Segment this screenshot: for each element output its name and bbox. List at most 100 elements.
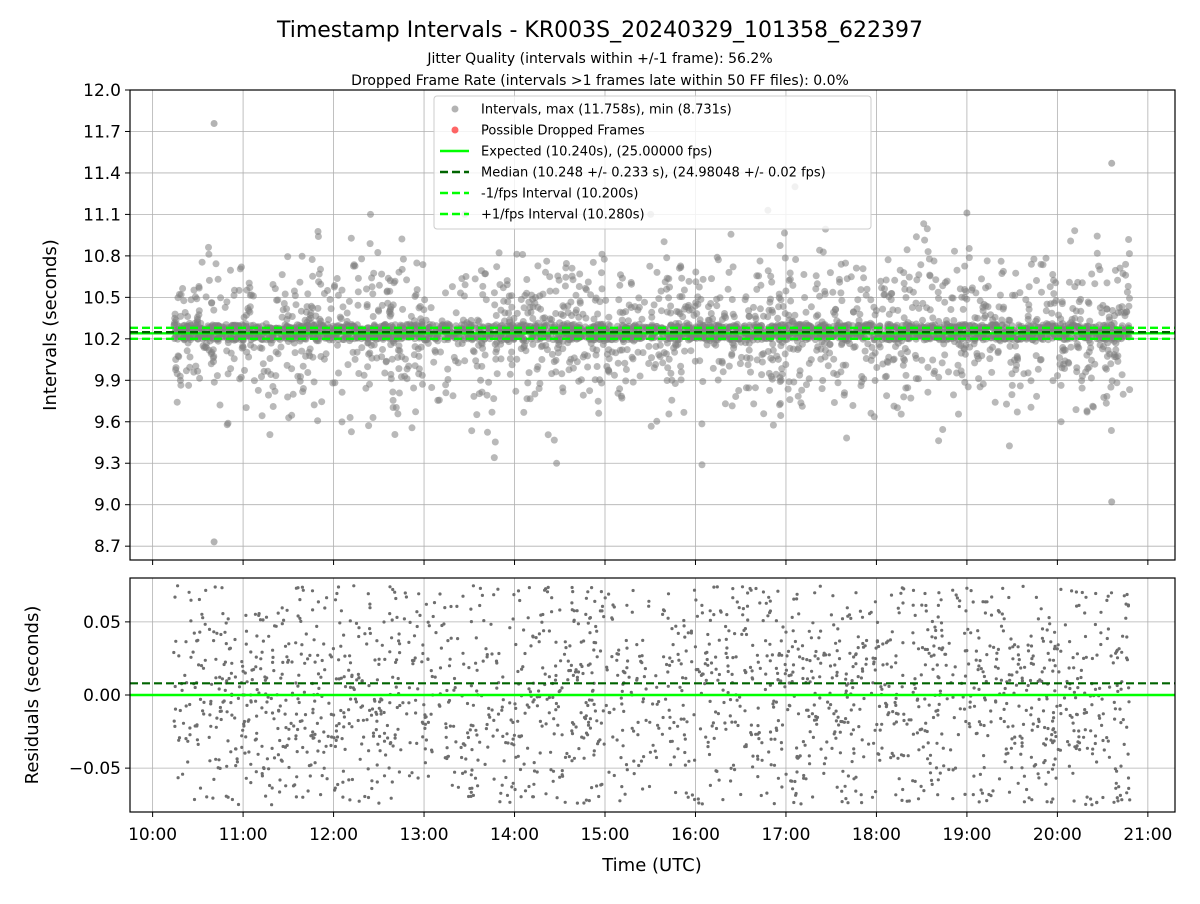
residual-point	[1107, 627, 1110, 630]
interval-point	[493, 263, 500, 270]
residual-point	[1124, 617, 1127, 620]
interval-point	[1033, 277, 1040, 284]
residual-point	[589, 717, 592, 720]
residual-point	[1017, 645, 1020, 648]
residual-point	[316, 749, 319, 752]
residual-point	[1008, 647, 1011, 650]
residual-point	[1041, 637, 1044, 640]
interval-point	[546, 315, 553, 322]
interval-point	[735, 387, 742, 394]
residual-point	[805, 658, 808, 661]
residual-point	[501, 706, 504, 709]
interval-point	[782, 350, 789, 357]
residual-point	[754, 587, 757, 590]
interval-point	[921, 237, 928, 244]
residual-point	[936, 793, 939, 796]
residual-point	[265, 616, 268, 619]
residual-point	[930, 779, 933, 782]
interval-point	[767, 273, 774, 280]
residual-point	[977, 664, 980, 667]
interval-point	[345, 361, 352, 368]
interval-point	[658, 288, 665, 295]
residual-point	[1125, 791, 1128, 794]
residual-point	[1091, 748, 1094, 751]
interval-point	[935, 437, 942, 444]
residual-point	[920, 604, 923, 607]
interval-point	[421, 296, 428, 303]
interval-point	[496, 249, 503, 256]
interval-point	[491, 454, 498, 461]
interval-point	[292, 292, 299, 299]
residual-point	[626, 659, 629, 662]
interval-point	[462, 281, 469, 288]
residual-point	[255, 770, 258, 773]
interval-point	[657, 342, 664, 349]
residual-point	[228, 677, 231, 680]
residual-point	[281, 606, 284, 609]
interval-point	[939, 426, 946, 433]
residual-point	[595, 784, 598, 787]
interval-point	[413, 291, 420, 298]
residual-point	[1031, 729, 1034, 732]
residual-point	[485, 727, 488, 730]
residual-point	[512, 782, 515, 785]
residual-point	[391, 618, 394, 621]
interval-point	[1026, 283, 1033, 290]
residual-point	[894, 704, 897, 707]
residual-point	[862, 755, 865, 758]
residual-point	[617, 649, 620, 652]
interval-point	[782, 255, 789, 262]
residual-point	[306, 657, 309, 660]
residual-point	[263, 675, 266, 678]
interval-point	[247, 292, 254, 299]
residual-point	[1055, 777, 1058, 780]
residual-point	[370, 714, 373, 717]
interval-point	[1088, 357, 1095, 364]
interval-point	[730, 345, 737, 352]
residual-point	[218, 676, 221, 679]
interval-point	[1125, 236, 1132, 243]
residual-point	[309, 763, 312, 766]
residual-point	[1076, 677, 1079, 680]
residual-point	[391, 676, 394, 679]
interval-point	[498, 355, 505, 362]
residual-point	[920, 728, 923, 731]
interval-point	[482, 352, 489, 359]
residual-point	[432, 615, 435, 618]
interval-point	[399, 306, 406, 313]
residual-point	[219, 706, 222, 709]
residual-point	[848, 652, 851, 655]
residual-point	[341, 796, 344, 799]
residual-point	[751, 669, 754, 672]
residual-point	[536, 770, 539, 773]
interval-point	[183, 367, 190, 374]
interval-point	[888, 290, 895, 297]
residual-point	[221, 612, 224, 615]
interval-point	[376, 282, 383, 289]
interval-point	[968, 287, 975, 294]
residual-point	[861, 616, 864, 619]
interval-point	[1082, 369, 1089, 376]
interval-point	[692, 299, 699, 306]
residual-point	[636, 733, 639, 736]
interval-point	[513, 356, 520, 363]
residual-point	[1050, 733, 1053, 736]
interval-point	[191, 287, 198, 294]
interval-point	[882, 373, 889, 380]
residual-point	[512, 593, 515, 596]
residual-point	[378, 658, 381, 661]
residual-point	[917, 748, 920, 751]
residual-point	[771, 702, 774, 705]
interval-point	[311, 401, 318, 408]
residual-point	[1084, 728, 1087, 731]
interval-point	[264, 368, 271, 375]
residual-point	[281, 661, 284, 664]
interval-point	[883, 277, 890, 284]
residual-point	[448, 664, 451, 667]
residual-point	[431, 675, 434, 678]
interval-point	[838, 261, 845, 268]
interval-point	[208, 300, 215, 307]
residual-point	[472, 794, 475, 797]
residual-point	[611, 735, 614, 738]
residual-point	[414, 711, 417, 714]
